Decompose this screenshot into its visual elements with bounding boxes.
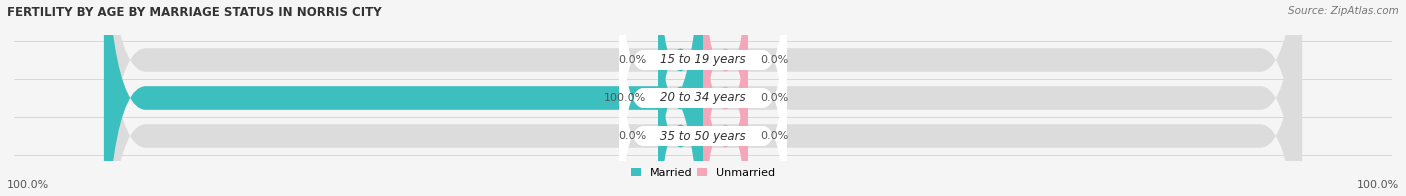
Text: 100.0%: 100.0%: [1357, 180, 1399, 190]
FancyBboxPatch shape: [104, 0, 1302, 196]
Legend: Married, Unmarried: Married, Unmarried: [631, 168, 775, 178]
Text: 100.0%: 100.0%: [603, 93, 647, 103]
Text: 0.0%: 0.0%: [617, 55, 647, 65]
Text: 0.0%: 0.0%: [759, 93, 789, 103]
Text: 100.0%: 100.0%: [7, 180, 49, 190]
Text: FERTILITY BY AGE BY MARRIAGE STATUS IN NORRIS CITY: FERTILITY BY AGE BY MARRIAGE STATUS IN N…: [7, 6, 381, 19]
FancyBboxPatch shape: [703, 0, 748, 196]
FancyBboxPatch shape: [619, 0, 787, 196]
FancyBboxPatch shape: [619, 0, 787, 196]
Text: 0.0%: 0.0%: [759, 55, 789, 65]
Text: Source: ZipAtlas.com: Source: ZipAtlas.com: [1288, 6, 1399, 16]
FancyBboxPatch shape: [104, 0, 1302, 196]
FancyBboxPatch shape: [104, 0, 1302, 196]
Text: 15 to 19 years: 15 to 19 years: [661, 54, 745, 66]
Text: 0.0%: 0.0%: [617, 131, 647, 141]
FancyBboxPatch shape: [658, 0, 703, 196]
FancyBboxPatch shape: [658, 0, 703, 196]
FancyBboxPatch shape: [658, 0, 703, 196]
FancyBboxPatch shape: [619, 0, 787, 196]
FancyBboxPatch shape: [104, 0, 703, 196]
Text: 0.0%: 0.0%: [759, 131, 789, 141]
Text: 35 to 50 years: 35 to 50 years: [661, 130, 745, 142]
Text: 20 to 34 years: 20 to 34 years: [661, 92, 745, 104]
FancyBboxPatch shape: [703, 0, 748, 196]
FancyBboxPatch shape: [703, 0, 748, 196]
